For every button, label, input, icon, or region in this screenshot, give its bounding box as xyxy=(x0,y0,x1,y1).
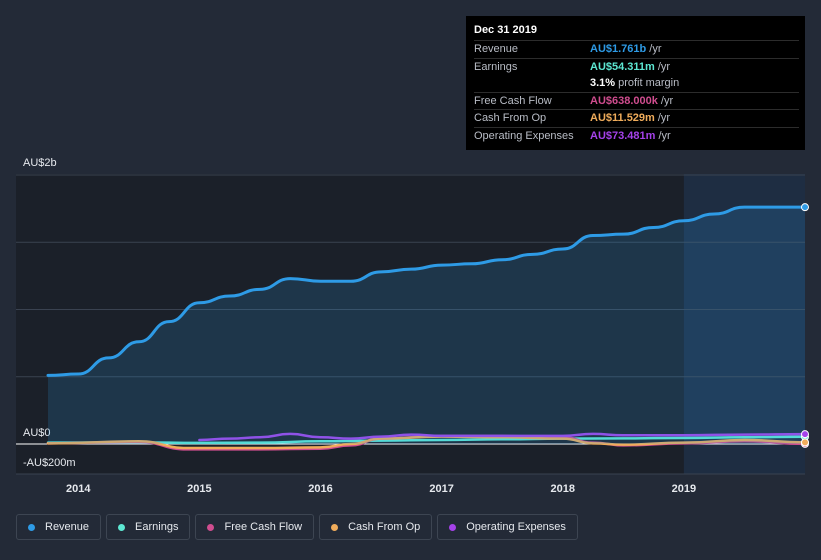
tooltip-row-unit: /yr xyxy=(658,129,671,142)
tooltip-row-value: AU$11.529m xyxy=(590,112,655,125)
legend-item-revenue[interactable]: Revenue xyxy=(16,514,102,540)
tooltip-row: Cash From Op AU$11.529m/yr xyxy=(474,109,799,127)
tooltip-row-value: AU$638.000k xyxy=(590,94,658,107)
earnings-line xyxy=(46,435,807,445)
x-tick-label: 2018 xyxy=(551,483,575,495)
legend-label: Operating Expenses xyxy=(466,521,566,533)
tooltip-row: Free Cash Flow AU$638.000k/yr xyxy=(474,91,799,110)
legend-label: Revenue xyxy=(45,521,90,533)
legend-dot-icon xyxy=(118,523,126,531)
tooltip-row-value: AU$1.761b xyxy=(590,43,647,56)
tooltip-row-unit: /yr xyxy=(660,94,674,107)
tooltip-row-unit: /yr xyxy=(657,60,671,73)
tooltip-row: Revenue AU$1.761b/yr xyxy=(474,40,799,58)
tooltip-row-label: Operating Expenses xyxy=(474,129,574,142)
tooltip-row-unit: profit margin xyxy=(618,77,680,90)
tooltip-row: 3.1% profit margin xyxy=(474,75,799,92)
legend-item-earnings[interactable]: Earnings xyxy=(106,514,191,540)
legend-item-free-cash-flow[interactable]: Free Cash Flow xyxy=(195,514,315,540)
tooltip-row-unit: /yr xyxy=(657,112,671,125)
tooltip-row-label: Cash From Op xyxy=(474,112,547,125)
tooltip-row-label: Revenue xyxy=(474,43,519,56)
legend-dot-icon xyxy=(28,523,35,531)
legend-dot-icon xyxy=(207,523,215,531)
y-tick-label: AU$2b xyxy=(23,157,57,169)
tooltip-row-unit: /yr xyxy=(649,43,662,56)
operating-expenses-line xyxy=(198,432,807,442)
tooltip-row: Earnings AU$54.311m/yr xyxy=(474,57,799,76)
legend-label: Free Cash Flow xyxy=(224,521,303,533)
legend: Revenue Earnings Free Cash Flow Cash From O… xyxy=(16,514,578,540)
revenue-end-marker xyxy=(801,203,809,212)
revenue-area xyxy=(48,207,805,444)
tooltip-row-value: AU$54.311m xyxy=(590,60,655,73)
x-tick-label: 2019 xyxy=(672,483,696,495)
operating-expenses-end-marker xyxy=(801,430,809,439)
x-tick-label: 2015 xyxy=(187,483,211,495)
x-tick-label: 2016 xyxy=(308,483,332,495)
y-tick-label: -AU$200m xyxy=(23,457,76,469)
y-tick-label: AU$0 xyxy=(23,427,51,439)
x-tick-label: 2014 xyxy=(66,483,91,495)
cash-from-op-end-marker xyxy=(801,438,809,447)
plot-background xyxy=(16,174,805,474)
x-tick-label: 2017 xyxy=(429,483,453,495)
tooltip-row-label: Earnings xyxy=(474,60,518,73)
tooltip: Dec 31 2019 Revenue AU$1.761b/yr Earnings A… xyxy=(466,16,805,150)
tooltip-row: Operating Expenses AU$73.481m/yr xyxy=(474,126,799,145)
legend-label: Earnings xyxy=(135,521,179,533)
tooltip-row-value: AU$73.481m xyxy=(590,129,656,142)
forecast-shaded-region xyxy=(683,174,805,474)
legend-item-cash-from-op[interactable]: Cash From Op xyxy=(319,514,433,540)
legend-label: Cash From Op xyxy=(348,521,421,533)
legend-dot-icon xyxy=(331,523,339,531)
revenue-line xyxy=(46,205,807,377)
tooltip-row-label: Free Cash Flow xyxy=(474,94,552,107)
tooltip-row-value: 3.1% xyxy=(590,77,616,90)
legend-item-operating-expenses[interactable]: Operating Expenses xyxy=(437,514,578,540)
legend-dot-icon xyxy=(449,523,457,531)
tooltip-date: Dec 31 2019 xyxy=(474,24,537,36)
